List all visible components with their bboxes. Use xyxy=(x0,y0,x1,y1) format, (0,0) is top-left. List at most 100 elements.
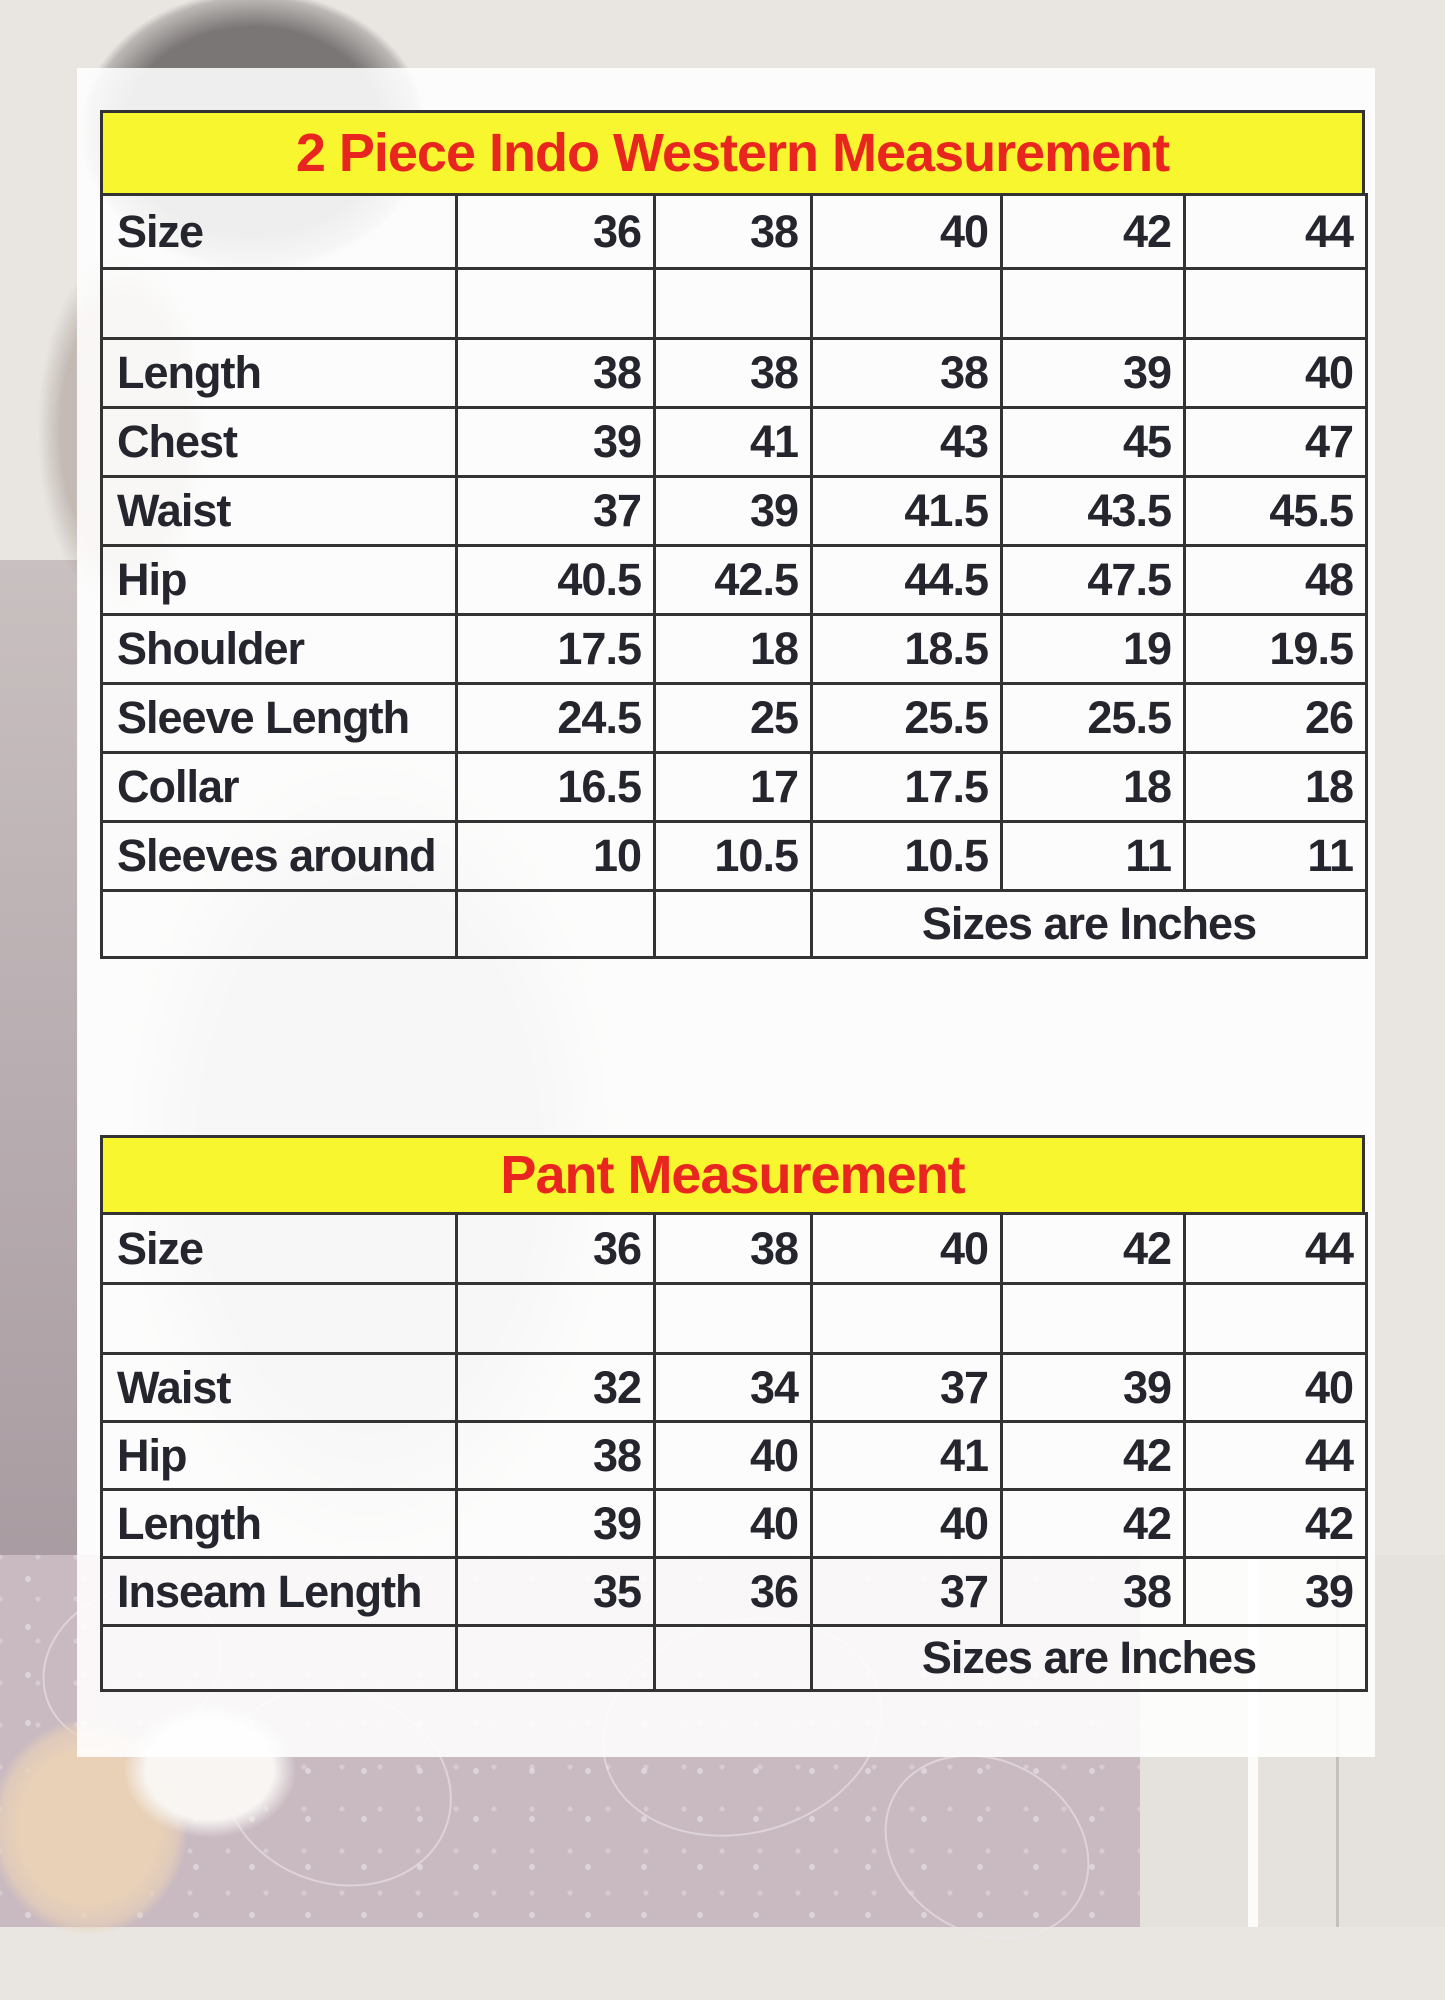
empty-area xyxy=(455,1624,656,1692)
table-row: Sleeve Length 24.5 25 25.5 25.5 26 xyxy=(100,682,1368,754)
measurement-cell: 19.5 xyxy=(1183,613,1368,685)
measurement-cell: 42 xyxy=(1000,1420,1186,1491)
measurement-cell: 40 xyxy=(1183,1352,1368,1423)
empty-cell xyxy=(1183,1282,1368,1355)
measurement-cell: 43 xyxy=(810,406,1003,478)
empty-cell xyxy=(100,267,458,340)
indo-western-measurement-table: 2 Piece Indo Western Measurement Size 36… xyxy=(100,110,1368,959)
measurement-cell: 44.5 xyxy=(810,544,1003,616)
table-row: Shoulder 17.5 18 18.5 19 19.5 xyxy=(100,613,1368,685)
measurement-cell: 38 xyxy=(810,337,1003,409)
empty-cell xyxy=(100,1282,458,1355)
measurement-cell: 17 xyxy=(653,751,813,823)
size-cell: 36 xyxy=(455,193,656,270)
measurement-cell: 39 xyxy=(455,406,656,478)
footer-row: Sizes are Inches xyxy=(100,889,1368,959)
measurement-cell: 39 xyxy=(653,475,813,547)
size-cell: 44 xyxy=(1183,193,1368,270)
row-label: Length xyxy=(100,337,458,409)
row-label: Chest xyxy=(100,406,458,478)
size-cell: 44 xyxy=(1183,1212,1368,1285)
measurement-cell: 38 xyxy=(455,1420,656,1491)
row-label: Collar xyxy=(100,751,458,823)
measurement-cell: 43.5 xyxy=(1000,475,1186,547)
measurement-cell: 42 xyxy=(1183,1488,1368,1559)
row-label: Waist xyxy=(100,1352,458,1423)
table-row: Collar 16.5 17 17.5 18 18 xyxy=(100,751,1368,823)
spacer-row xyxy=(100,1282,1368,1355)
measurement-cell: 11 xyxy=(1000,820,1186,892)
table-row: Hip 40.5 42.5 44.5 47.5 48 xyxy=(100,544,1368,616)
row-label: Sleeve Length xyxy=(100,682,458,754)
table-row: Waist 32 34 37 39 40 xyxy=(100,1352,1368,1423)
table-row: Chest 39 41 43 45 47 xyxy=(100,406,1368,478)
empty-area xyxy=(653,889,813,959)
measurement-cell: 48 xyxy=(1183,544,1368,616)
size-cell: 42 xyxy=(1000,193,1186,270)
measurement-cell: 25 xyxy=(653,682,813,754)
measurement-cell: 38 xyxy=(1000,1556,1186,1627)
measurement-cell: 38 xyxy=(653,337,813,409)
measurement-grid: Size 36 38 40 42 44 Waist 32 xyxy=(100,1212,1368,1692)
measurement-cell: 39 xyxy=(1000,1352,1186,1423)
empty-cell xyxy=(1000,267,1186,340)
empty-cell xyxy=(1183,267,1368,340)
size-cell: 38 xyxy=(653,1212,813,1285)
empty-cell xyxy=(455,1282,656,1355)
measurement-cell: 17.5 xyxy=(455,613,656,685)
size-header-row: Size 36 38 40 42 44 xyxy=(100,1212,1368,1285)
measurement-grid: Size 36 38 40 42 44 Length 3 xyxy=(100,193,1368,959)
size-cell: 42 xyxy=(1000,1212,1186,1285)
measurement-cell: 26 xyxy=(1183,682,1368,754)
empty-cell xyxy=(810,267,1003,340)
measurement-cell: 18 xyxy=(653,613,813,685)
measurement-cell: 47.5 xyxy=(1000,544,1186,616)
empty-cell xyxy=(653,267,813,340)
pant-measurement-table: Pant Measurement Size 36 38 40 42 44 xyxy=(100,1135,1368,1692)
empty-cell xyxy=(653,1282,813,1355)
measurement-cell: 25.5 xyxy=(1000,682,1186,754)
measurement-cell: 39 xyxy=(1000,337,1186,409)
measurement-cell: 42.5 xyxy=(653,544,813,616)
empty-cell xyxy=(810,1282,1003,1355)
measurement-cell: 18 xyxy=(1000,751,1186,823)
row-label: Hip xyxy=(100,544,458,616)
measurement-cell: 40 xyxy=(1183,337,1368,409)
empty-area xyxy=(100,1624,458,1692)
size-cell: 38 xyxy=(653,193,813,270)
row-label: Shoulder xyxy=(100,613,458,685)
measurement-cell: 37 xyxy=(810,1352,1003,1423)
measurement-cell: 44 xyxy=(1183,1420,1368,1491)
measurement-cell: 16.5 xyxy=(455,751,656,823)
measurement-cell: 41.5 xyxy=(810,475,1003,547)
table-row: Hip 38 40 41 42 44 xyxy=(100,1420,1368,1491)
measurement-cell: 40 xyxy=(653,1488,813,1559)
size-cell: 40 xyxy=(810,1212,1003,1285)
measurement-cell: 45 xyxy=(1000,406,1186,478)
row-label: Length xyxy=(100,1488,458,1559)
size-cell: 40 xyxy=(810,193,1003,270)
size-cell: 36 xyxy=(455,1212,656,1285)
row-label: Inseam Length xyxy=(100,1556,458,1627)
row-label: Size xyxy=(100,193,458,270)
sizes-are-inches-note: Sizes are Inches xyxy=(810,1624,1368,1692)
empty-cell xyxy=(455,267,656,340)
measurement-cell: 41 xyxy=(653,406,813,478)
measurement-cell: 37 xyxy=(810,1556,1003,1627)
measurement-cell: 18.5 xyxy=(810,613,1003,685)
table-row: Waist 37 39 41.5 43.5 45.5 xyxy=(100,475,1368,547)
measurement-cell: 32 xyxy=(455,1352,656,1423)
empty-area xyxy=(455,889,656,959)
measurement-cell: 24.5 xyxy=(455,682,656,754)
measurement-cell: 19 xyxy=(1000,613,1186,685)
measurement-cell: 39 xyxy=(1183,1556,1368,1627)
table-row: Inseam Length 35 36 37 38 39 xyxy=(100,1556,1368,1627)
table-row: Length 39 40 40 42 42 xyxy=(100,1488,1368,1559)
measurement-cell: 38 xyxy=(455,337,656,409)
measurement-cell: 37 xyxy=(455,475,656,547)
measurement-cell: 34 xyxy=(653,1352,813,1423)
measurement-cell: 25.5 xyxy=(810,682,1003,754)
measurement-cell: 47 xyxy=(1183,406,1368,478)
table-title-bar: 2 Piece Indo Western Measurement xyxy=(100,110,1365,193)
